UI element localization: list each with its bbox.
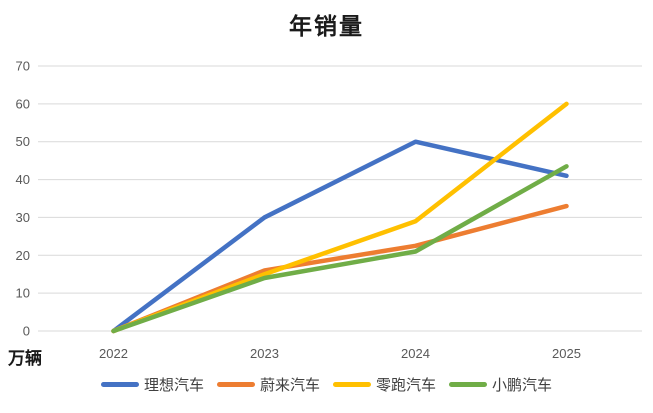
y-axis-tick-label: 60 xyxy=(16,96,30,111)
legend-item[interactable]: 蔚来汽车 xyxy=(216,374,320,395)
y-axis-unit-label: 万辆 xyxy=(8,349,42,368)
legend-swatch xyxy=(216,382,255,387)
legend-label: 小鹏汽车 xyxy=(492,377,553,394)
y-axis-tick-label: 30 xyxy=(16,210,30,225)
y-axis-tick-label: 20 xyxy=(16,248,30,263)
legend-label: 理想汽车 xyxy=(143,377,204,394)
legend-swatch xyxy=(449,382,488,387)
x-axis-tick-label: 2022 xyxy=(99,346,128,361)
series-line-蔚来汽车 xyxy=(111,203,569,334)
legend-swatch xyxy=(333,382,371,387)
series-line-小鹏汽车 xyxy=(111,164,569,334)
legend-item[interactable]: 零跑汽车 xyxy=(333,374,436,395)
legend-label: 蔚来汽车 xyxy=(259,377,320,394)
x-axis-tick-label: 2025 xyxy=(552,346,581,361)
series-line-理想汽车 xyxy=(111,139,569,334)
y-axis-tick-label: 70 xyxy=(16,59,30,74)
legend-swatch xyxy=(100,382,139,387)
y-axis-tick-label: 40 xyxy=(16,172,30,187)
legend-item[interactable]: 理想汽车 xyxy=(100,374,204,395)
y-axis-tick-label: 10 xyxy=(16,286,30,301)
y-axis-tick-label: 50 xyxy=(16,134,30,149)
x-axis-tick-label: 2024 xyxy=(401,346,430,361)
chart-title: 年销量 xyxy=(289,14,364,39)
legend-item[interactable]: 小鹏汽车 xyxy=(449,374,552,395)
legend-label: 零跑汽车 xyxy=(376,377,437,394)
legend: 理想汽车 蔚来汽车 零跑汽车 小鹏汽车 xyxy=(0,374,653,395)
y-axis-tick-label: 0 xyxy=(23,324,30,339)
x-axis-tick-label: 2023 xyxy=(250,346,279,361)
